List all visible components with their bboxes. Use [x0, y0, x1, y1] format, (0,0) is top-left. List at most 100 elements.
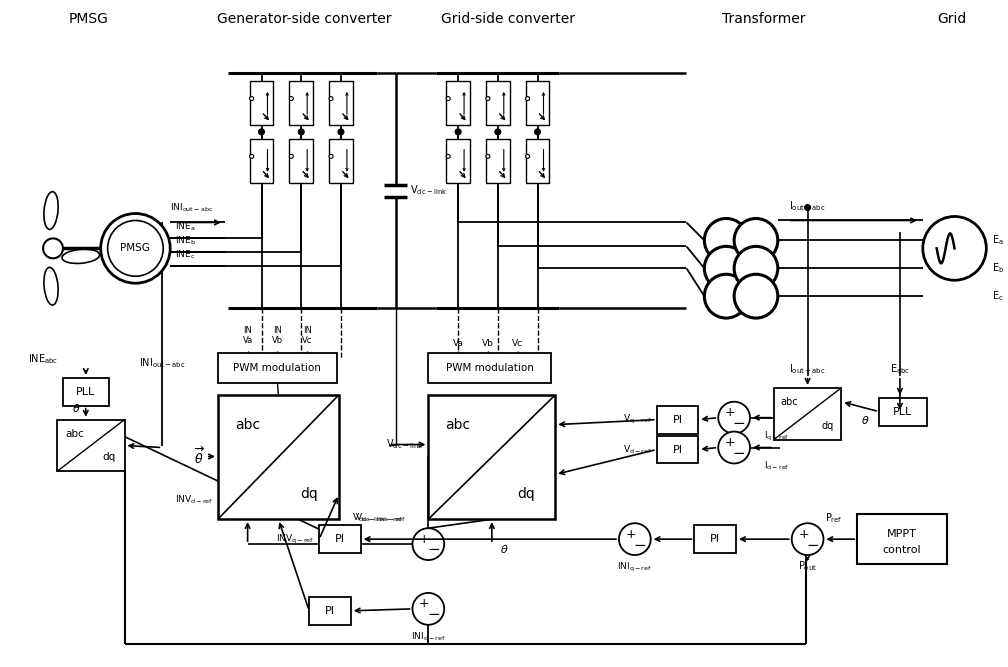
Bar	[329, 81, 353, 125]
Bar	[656, 406, 699, 434]
Text: MPPT: MPPT	[887, 529, 917, 539]
Ellipse shape	[44, 191, 58, 229]
Circle shape	[922, 217, 986, 280]
Circle shape	[108, 221, 163, 276]
Bar	[695, 525, 736, 553]
Text: $\rm INE_b$: $\rm INE_b$	[175, 235, 196, 247]
Circle shape	[719, 402, 750, 434]
Text: PWM modulation: PWM modulation	[446, 363, 534, 373]
Text: −: −	[733, 416, 746, 431]
Bar	[486, 81, 510, 125]
Bar	[525, 81, 549, 125]
Circle shape	[456, 129, 461, 135]
Circle shape	[43, 238, 62, 258]
Circle shape	[338, 129, 344, 135]
Bar	[447, 81, 470, 125]
Circle shape	[804, 205, 810, 211]
Text: abc: abc	[235, 418, 260, 432]
Circle shape	[705, 274, 748, 318]
Text: $\theta$: $\theta$	[73, 402, 81, 414]
Text: dq: dq	[300, 488, 319, 502]
Text: Transformer: Transformer	[722, 12, 805, 26]
Circle shape	[719, 432, 750, 464]
Text: $\rm E_c$: $\rm E_c$	[992, 289, 1004, 303]
Text: $\rm INI_{out-abc}$: $\rm INI_{out-abc}$	[170, 202, 214, 215]
Ellipse shape	[44, 267, 58, 305]
Circle shape	[495, 129, 501, 135]
Text: PLL: PLL	[77, 387, 96, 397]
Text: $\rm P_{ref}$: $\rm P_{ref}$	[826, 512, 843, 525]
Bar	[250, 139, 273, 183]
Text: IN
Va: IN Va	[243, 325, 253, 345]
Text: abc: abc	[446, 418, 471, 432]
Text: $\rm I_{d-ref}$: $\rm I_{d-ref}$	[764, 460, 789, 472]
Circle shape	[250, 97, 254, 101]
Bar	[309, 597, 351, 625]
Bar	[250, 81, 273, 125]
Text: dq: dq	[517, 488, 534, 502]
Text: abc: abc	[780, 397, 797, 407]
Circle shape	[329, 97, 333, 101]
Text: control: control	[883, 545, 921, 555]
Circle shape	[525, 154, 529, 158]
Text: PLL: PLL	[893, 407, 912, 417]
Circle shape	[734, 274, 778, 318]
Text: dq: dq	[102, 452, 115, 462]
Bar	[447, 139, 470, 183]
Text: +: +	[419, 598, 429, 610]
Bar	[289, 139, 313, 183]
Text: Va: Va	[453, 339, 464, 348]
Text: −: −	[733, 446, 746, 461]
Bar	[329, 139, 353, 183]
Text: $\rm I_{q-ref}$: $\rm I_{q-ref}$	[764, 430, 789, 443]
Text: $\rm E_{abc}$: $\rm E_{abc}$	[890, 362, 910, 376]
Bar	[218, 395, 339, 519]
Circle shape	[486, 154, 490, 158]
Text: $\rm I_{out-abc}$: $\rm I_{out-abc}$	[789, 362, 826, 376]
Text: $\theta$: $\theta$	[500, 543, 508, 555]
Circle shape	[525, 97, 529, 101]
Text: +: +	[626, 528, 636, 541]
Circle shape	[791, 523, 824, 555]
Text: $\rm INE_a$: $\rm INE_a$	[175, 221, 196, 233]
Text: PI: PI	[335, 534, 345, 544]
Bar	[879, 398, 926, 426]
Text: $\rm INV_{q-ref}$: $\rm INV_{q-ref}$	[276, 532, 314, 546]
Circle shape	[705, 219, 748, 262]
Text: −: −	[806, 538, 818, 553]
Text: $\rm E_a$: $\rm E_a$	[992, 233, 1004, 247]
Bar	[57, 420, 125, 472]
Circle shape	[734, 219, 778, 262]
Text: $\rm INV_{d-ref}$: $\rm INV_{d-ref}$	[174, 493, 213, 506]
Text: Grid-side converter: Grid-side converter	[440, 12, 575, 26]
Circle shape	[412, 528, 445, 560]
Text: $\rm INI_{d-ref}$: $\rm INI_{d-ref}$	[411, 631, 446, 643]
Text: +: +	[798, 528, 809, 541]
Text: −: −	[633, 538, 646, 553]
Circle shape	[486, 97, 490, 101]
Text: Grid: Grid	[937, 12, 967, 26]
Circle shape	[447, 154, 451, 158]
Text: −: −	[427, 608, 439, 622]
Text: Vc: Vc	[512, 339, 523, 348]
Text: IN
Vb: IN Vb	[272, 325, 283, 345]
Circle shape	[412, 593, 445, 625]
Text: PWM modulation: PWM modulation	[234, 363, 322, 373]
Circle shape	[447, 97, 451, 101]
Text: PI: PI	[711, 534, 721, 544]
Text: +: +	[725, 406, 736, 419]
Text: $\rm INI_{out-abc}$: $\rm INI_{out-abc}$	[139, 356, 185, 370]
Text: +: +	[419, 533, 429, 546]
Circle shape	[289, 154, 293, 158]
Text: +: +	[725, 436, 736, 449]
Text: $\rm V_{dc-link}$: $\rm V_{dc-link}$	[410, 183, 448, 197]
Circle shape	[101, 213, 170, 283]
Text: $\theta$: $\theta$	[861, 414, 869, 426]
Text: $\rm INI_{q-ref}$: $\rm INI_{q-ref}$	[618, 561, 652, 574]
Circle shape	[258, 129, 264, 135]
Text: $\rm V_{q-ref}$: $\rm V_{q-ref}$	[623, 413, 652, 426]
Bar	[525, 139, 549, 183]
Text: PMSG: PMSG	[121, 243, 150, 253]
Text: PI: PI	[325, 606, 335, 616]
Text: $\rm E_b$: $\rm E_b$	[992, 261, 1004, 275]
